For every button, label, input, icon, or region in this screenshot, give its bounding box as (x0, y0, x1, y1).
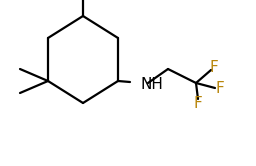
Text: NH: NH (140, 77, 163, 91)
Text: F: F (216, 81, 224, 95)
Text: F: F (194, 95, 202, 111)
Text: F: F (210, 59, 218, 75)
